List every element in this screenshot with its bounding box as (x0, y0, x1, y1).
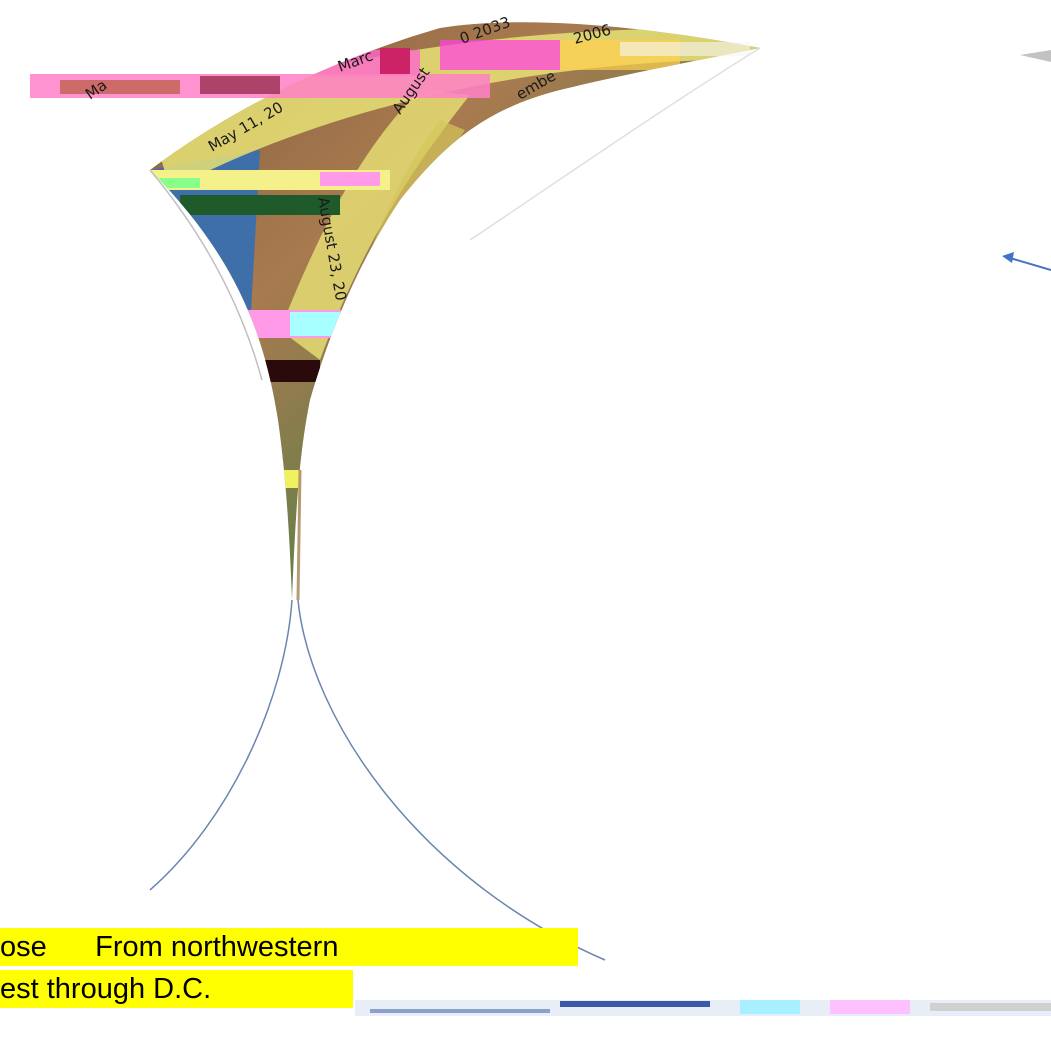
funnel-outline (149, 47, 761, 961)
caption-line-2: est through D.C. (0, 970, 353, 1008)
pointer-arrow (1002, 50, 1051, 271)
map-image: May 11, 20 August 23, 20 0 2033 2006 Aug… (30, 13, 760, 600)
caption-line-1: ose From northwestern (0, 928, 578, 966)
glitch-strip-bottom (355, 1000, 1051, 1016)
